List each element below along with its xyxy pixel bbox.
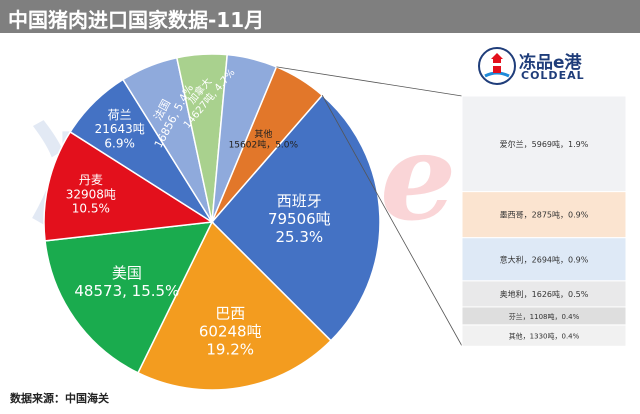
data-source: 数据来源：中国海关 xyxy=(10,392,109,405)
pie-slice-4 xyxy=(43,130,215,242)
logo-name-en: COLDEAL xyxy=(521,69,585,82)
breakdown-label-2: 墨西哥，2875吨，0.9% xyxy=(500,210,589,220)
breakdown-bar-2 xyxy=(461,191,627,239)
breakdown-bar-3 xyxy=(461,237,627,282)
title-bar: 中国猪肉进口国家数据-11月 xyxy=(0,0,640,33)
chart-title: 中国猪肉进口国家数据-11月 xyxy=(8,8,265,32)
breakdown-label-6: 其他，1330吨，0.4% xyxy=(509,332,580,341)
breakdown-bar-1 xyxy=(461,95,627,193)
pie-slice-label-1: 西班牙 79506吨 25.3% xyxy=(268,192,331,246)
pie-slice-label-3: 美国 48573, 15.5% xyxy=(74,264,179,300)
lighthouse-icon xyxy=(478,47,516,85)
logo-name-cn: 冻品e港 xyxy=(519,53,582,73)
breakdown-bar-4 xyxy=(461,280,627,308)
connector-line-bottom xyxy=(321,95,463,347)
breakdown-panel: 爱尔兰，5969吨，1.9% 墨西哥，2875吨，0.9% 意大利，2694吨，0.… xyxy=(276,66,627,347)
watermark-char-3: e xyxy=(380,107,457,248)
pie-slice-3 xyxy=(44,221,214,374)
connector-line-top xyxy=(276,66,463,97)
logo: 冻品e港 COLDEAL xyxy=(477,46,617,86)
pie-slice-1 xyxy=(210,94,381,342)
pie-slice-label-4: 丹麦 32908吨 10.5% xyxy=(66,173,116,216)
breakdown-label-1: 爱尔兰，5969吨，1.9% xyxy=(500,139,589,149)
breakdown-bar-6 xyxy=(461,324,627,347)
breakdown-label-3: 意大利，2694吨，0.9% xyxy=(500,254,589,264)
breakdown-label-4: 奥地利，1626吨，0.5% xyxy=(500,289,589,299)
pie-slice-2 xyxy=(136,220,332,391)
pie-slice-label-9: 其他 15602吨，5.0% xyxy=(229,128,299,151)
pie-slice-label-2: 巴西 60248吨 19.2% xyxy=(199,305,262,359)
pie-slice-label-5: 荷兰 21643吨 6.9% xyxy=(95,108,145,151)
breakdown-label-5: 芬兰，1108吨，0.4% xyxy=(509,312,580,321)
